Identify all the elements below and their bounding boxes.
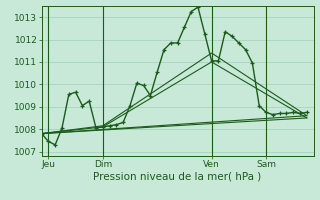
X-axis label: Pression niveau de la mer( hPa ): Pression niveau de la mer( hPa ) (93, 172, 262, 182)
